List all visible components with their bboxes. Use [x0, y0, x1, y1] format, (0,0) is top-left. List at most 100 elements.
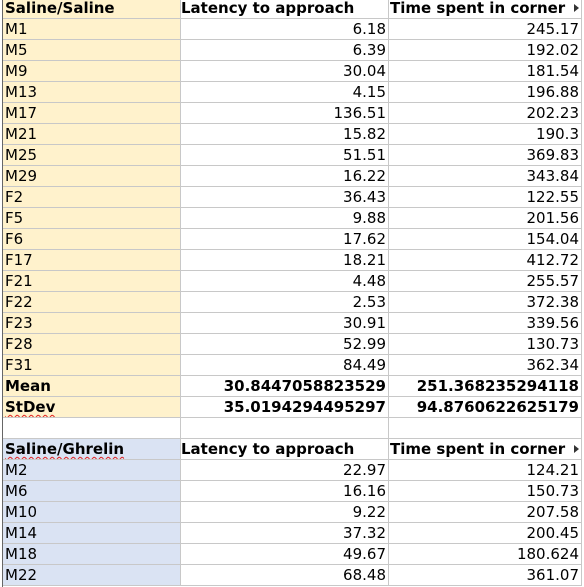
- latency-cell[interactable]: 9.22: [180, 502, 389, 523]
- subject-id-cell[interactable]: F23: [3, 313, 181, 334]
- corner-time-cell[interactable]: 122.55: [389, 187, 582, 208]
- corner-time-cell[interactable]: 196.88: [389, 82, 582, 103]
- latency-cell[interactable]: 18.21: [180, 250, 389, 271]
- group-header-cell[interactable]: Saline/Ghrelin: [3, 439, 181, 460]
- corner-time-cell[interactable]: 202.23: [389, 103, 582, 124]
- subject-id-cell[interactable]: F31: [3, 355, 181, 376]
- latency-summary-cell[interactable]: 30.8447058823529: [180, 376, 389, 397]
- corner-time-summary-cell-text: 94.8760622625179: [416, 398, 579, 416]
- subject-id-cell[interactable]: M17: [3, 103, 181, 124]
- subject-id-cell-text: M9: [5, 62, 28, 80]
- latency-cell[interactable]: 68.48: [180, 565, 389, 586]
- subject-id-cell[interactable]: M5: [3, 40, 181, 61]
- corner-time-cell[interactable]: 154.04: [389, 229, 582, 250]
- latency-cell[interactable]: 49.67: [180, 544, 389, 565]
- subject-id-cell[interactable]: M14: [3, 523, 181, 544]
- subject-id-cell[interactable]: F5: [3, 208, 181, 229]
- subject-id-cell[interactable]: M2: [3, 460, 181, 481]
- subject-id-cell[interactable]: M18: [3, 544, 181, 565]
- corner-time-cell[interactable]: 180.624: [389, 544, 582, 565]
- subject-id-cell[interactable]: F17: [3, 250, 181, 271]
- empty-cell[interactable]: [3, 418, 181, 439]
- latency-header-cell[interactable]: Latency to approach: [180, 439, 389, 460]
- subject-id-cell[interactable]: M21: [3, 124, 181, 145]
- corner-time-cell-text: 361.07: [526, 566, 580, 584]
- corner-time-cell[interactable]: 192.02: [389, 40, 582, 61]
- group-header-cell[interactable]: Saline/Saline: [3, 0, 181, 19]
- latency-cell[interactable]: 17.62: [180, 229, 389, 250]
- subject-id-cell[interactable]: M13: [3, 82, 181, 103]
- subject-id-cell-text: F5: [5, 209, 24, 227]
- latency-summary-cell[interactable]: 35.0194294495297: [180, 397, 389, 418]
- corner-time-cell[interactable]: 361.07: [389, 565, 582, 586]
- subject-id-cell[interactable]: F21: [3, 271, 181, 292]
- header-row: Saline/Ghrelin Latency to approach Time sp…: [0, 439, 584, 460]
- corner-time-cell[interactable]: 124.21: [389, 460, 582, 481]
- subject-id-cell-text: M18: [5, 545, 38, 563]
- subject-id-cell[interactable]: M10: [3, 502, 181, 523]
- corner-time-cell-text: 255.57: [526, 272, 580, 290]
- corner-time-summary-cell[interactable]: 94.8760622625179: [389, 397, 582, 418]
- latency-cell[interactable]: 2.53: [180, 292, 389, 313]
- corner-time-cell[interactable]: 245.17: [389, 19, 582, 40]
- corner-time-header-cell[interactable]: Time spent in corner: [389, 0, 582, 19]
- corner-time-cell[interactable]: 343.84: [389, 166, 582, 187]
- latency-cell[interactable]: 52.99: [180, 334, 389, 355]
- latency-cell[interactable]: 4.48: [180, 271, 389, 292]
- empty-cell[interactable]: [180, 418, 389, 439]
- corner-time-cell[interactable]: 372.38: [389, 292, 582, 313]
- latency-cell-text: 9.88: [352, 209, 386, 227]
- corner-time-cell[interactable]: 255.57: [389, 271, 582, 292]
- subject-id-cell[interactable]: M9: [3, 61, 181, 82]
- latency-cell[interactable]: 136.51: [180, 103, 389, 124]
- subject-id-cell[interactable]: M22: [3, 565, 181, 586]
- corner-time-header-cell[interactable]: Time spent in corner: [389, 439, 582, 460]
- latency-cell[interactable]: 30.04: [180, 61, 389, 82]
- corner-time-cell[interactable]: 339.56: [389, 313, 582, 334]
- summary-label-cell[interactable]: Mean: [3, 376, 181, 397]
- latency-cell[interactable]: 16.22: [180, 166, 389, 187]
- latency-cell[interactable]: 6.18: [180, 19, 389, 40]
- corner-time-cell-text: 196.88: [526, 83, 580, 101]
- subject-id-cell[interactable]: M29: [3, 166, 181, 187]
- subject-id-cell[interactable]: F28: [3, 334, 181, 355]
- corner-time-cell[interactable]: 412.72: [389, 250, 582, 271]
- corner-time-cell[interactable]: 130.73: [389, 334, 582, 355]
- corner-time-cell[interactable]: 150.73: [389, 481, 582, 502]
- corner-time-cell[interactable]: 200.45: [389, 523, 582, 544]
- subject-id-cell-text: F31: [5, 356, 33, 374]
- summary-label-cell[interactable]: StDev: [3, 397, 181, 418]
- latency-cell[interactable]: 15.82: [180, 124, 389, 145]
- latency-cell[interactable]: 16.16: [180, 481, 389, 502]
- latency-cell[interactable]: 4.15: [180, 82, 389, 103]
- subject-id-cell[interactable]: F2: [3, 187, 181, 208]
- latency-cell[interactable]: 84.49: [180, 355, 389, 376]
- corner-time-summary-cell[interactable]: 251.368235294118: [389, 376, 582, 397]
- latency-cell[interactable]: 51.51: [180, 145, 389, 166]
- subject-id-cell[interactable]: M25: [3, 145, 181, 166]
- subject-id-cell[interactable]: F6: [3, 229, 181, 250]
- table-row: M13 4.15 196.88: [0, 82, 584, 103]
- corner-time-cell[interactable]: 201.56: [389, 208, 582, 229]
- latency-cell[interactable]: 9.88: [180, 208, 389, 229]
- latency-cell[interactable]: 22.97: [180, 460, 389, 481]
- corner-time-cell[interactable]: 369.83: [389, 145, 582, 166]
- latency-header-cell[interactable]: Latency to approach: [180, 0, 389, 19]
- latency-cell[interactable]: 36.43: [180, 187, 389, 208]
- subject-id-cell-text: M25: [5, 146, 38, 164]
- latency-cell[interactable]: 37.32: [180, 523, 389, 544]
- corner-time-cell[interactable]: 362.34: [389, 355, 582, 376]
- corner-time-cell[interactable]: 207.58: [389, 502, 582, 523]
- subject-id-cell-text: M29: [5, 167, 38, 185]
- latency-cell[interactable]: 30.91: [180, 313, 389, 334]
- subject-id-cell[interactable]: F22: [3, 292, 181, 313]
- corner-time-cell-text: 362.34: [526, 356, 580, 374]
- subject-id-cell[interactable]: M1: [3, 19, 181, 40]
- corner-time-cell[interactable]: 181.54: [389, 61, 582, 82]
- latency-summary-cell-text: 35.0194294495297: [223, 398, 386, 416]
- latency-cell[interactable]: 6.39: [180, 40, 389, 61]
- latency-cell-text: 84.49: [343, 356, 386, 374]
- empty-cell[interactable]: [389, 418, 582, 439]
- subject-id-cell[interactable]: M6: [3, 481, 181, 502]
- corner-time-cell[interactable]: 190.3: [389, 124, 582, 145]
